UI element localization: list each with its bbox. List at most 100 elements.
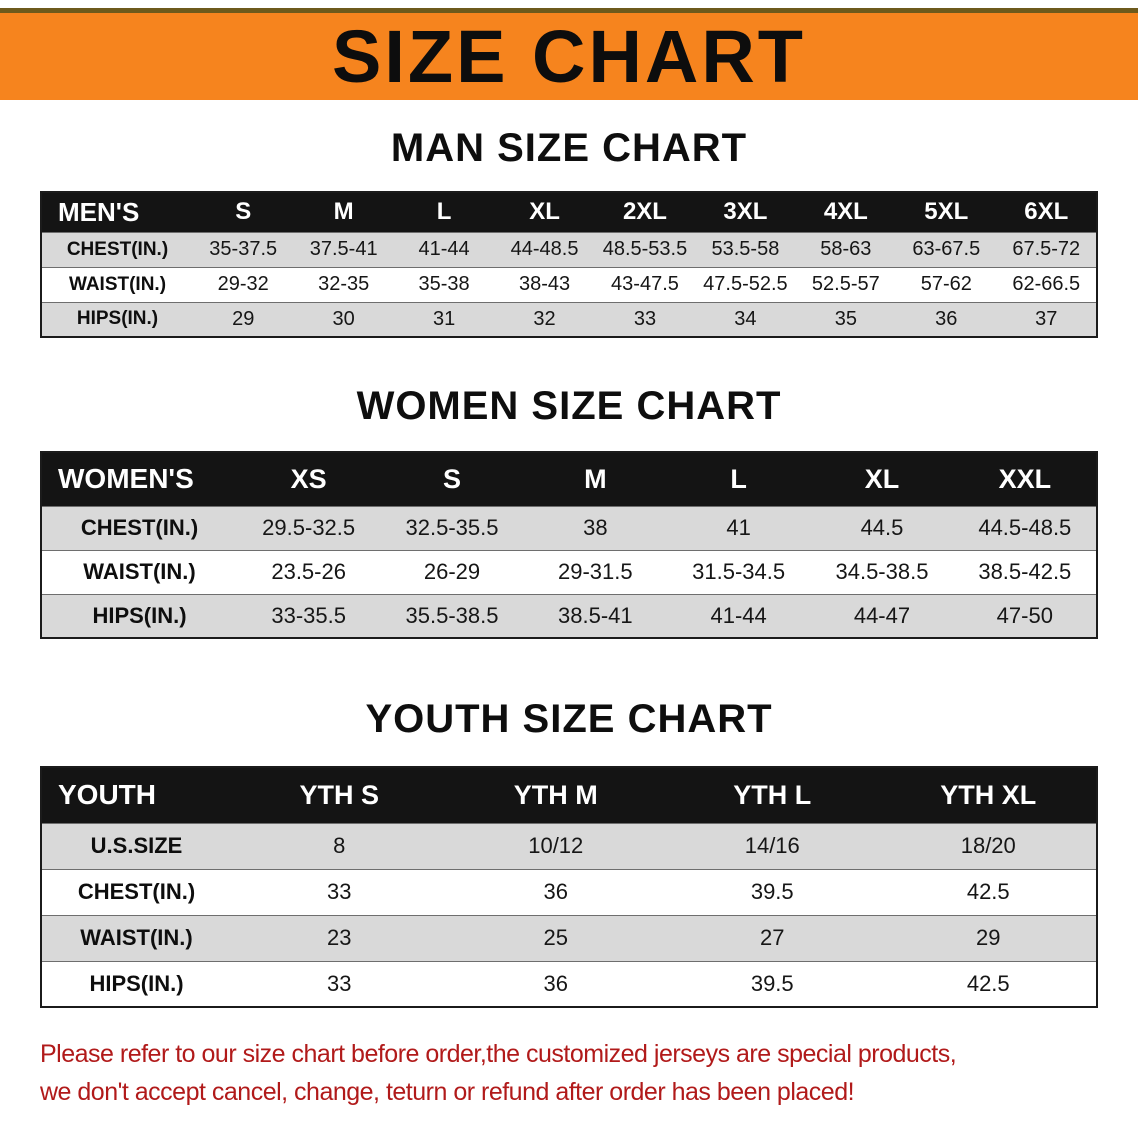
size-value-cell: 31.5-34.5 xyxy=(692,559,786,584)
column-header-cell: L xyxy=(666,452,811,506)
column-header-cell: S xyxy=(193,192,294,232)
size-value-cell: 25 xyxy=(543,925,568,950)
table-row: WAIST(IN.) 23.5-26 26-29 29-31.5 31.5-34.5 34… xyxy=(41,550,1097,594)
size-value-cell: 23.5-26 xyxy=(271,559,346,584)
column-header-cell: L xyxy=(393,192,495,232)
table-row: HIPS(IN.) 33-35.5 35.5-38.5 38.5-41 41-44 44-… xyxy=(41,594,1097,638)
size-value-cell: 33 xyxy=(633,307,657,330)
disclaimer-note: Please refer to our size chart before or… xyxy=(40,1036,1138,1111)
size-value-cell: 29 xyxy=(232,307,255,330)
size-value-cell: 53.5-58 xyxy=(711,238,780,260)
column-header-cell: YTH M xyxy=(447,767,664,823)
size-value-cell: 27 xyxy=(760,925,785,950)
disclaimer-line-1: Please refer to our size chart before or… xyxy=(40,1040,957,1068)
size-value-cell: 39.5 xyxy=(750,970,794,996)
size-value-cell: 47-50 xyxy=(996,602,1053,628)
size-value-cell: 32-35 xyxy=(318,273,370,295)
size-value-cell: 8 xyxy=(333,833,346,858)
table-row: CHEST(IN.) 33 36 39.5 42.5 xyxy=(41,869,1097,915)
size-value-cell: 41-44 xyxy=(710,602,767,628)
table-row: CHEST(IN.) 29.5-32.5 32.5-35.5 38 41 44.5 44.5… xyxy=(41,506,1097,550)
size-value-cell: 30 xyxy=(332,307,355,330)
column-header-cell: 4XL xyxy=(795,192,897,232)
size-value-cell: 37 xyxy=(1035,307,1058,330)
table-title-cell: YOUTH xyxy=(41,767,231,823)
size-value-cell: 33-35.5 xyxy=(271,602,346,628)
column-header-cell: YTH S xyxy=(231,767,448,823)
youth-size-table: YOUTH YTH S YTH M YTH L YTH XL U.S.SIZE 8 10/12… xyxy=(40,766,1098,1008)
size-value-cell: 34.5-38.5 xyxy=(835,559,929,584)
row-label-cell: HIPS(IN.) xyxy=(76,308,159,330)
size-value-cell: 33 xyxy=(327,970,352,996)
size-value-cell: 36 xyxy=(543,879,568,904)
size-value-cell: 14/16 xyxy=(744,833,800,858)
size-value-cell: 39.5 xyxy=(750,879,794,904)
column-header-cell: M xyxy=(293,192,394,232)
size-value-cell: 37.5-41 xyxy=(309,238,378,260)
row-label-cell: WAIST(IN.) xyxy=(68,273,167,295)
size-value-cell: 33 xyxy=(327,879,352,904)
table-row: WAIST(IN.) 29-32 32-35 35-38 38-43 43-47.5 47.… xyxy=(41,267,1097,302)
column-header-cell: XL xyxy=(494,192,595,232)
size-value-cell: 62-66.5 xyxy=(1012,273,1081,295)
table-title-cell: MEN'S xyxy=(41,192,193,232)
size-value-cell: 35-38 xyxy=(418,273,470,295)
size-value-cell: 32 xyxy=(533,307,556,330)
row-label-cell: WAIST(IN.) xyxy=(83,559,196,584)
row-label-cell: CHEST(IN.) xyxy=(77,879,196,904)
size-value-cell: 44-47 xyxy=(853,602,911,628)
size-value-cell: 29-32 xyxy=(217,273,269,295)
size-value-cell: 41-44 xyxy=(418,238,470,260)
row-label-cell: HIPS(IN.) xyxy=(92,602,187,628)
size-value-cell: 34 xyxy=(734,307,757,330)
table-row: CHEST(IN.) 35-37.5 37.5-41 41-44 44-48.5 48.5… xyxy=(41,232,1097,267)
column-header-cell: M xyxy=(523,452,667,506)
size-value-cell: 38 xyxy=(583,515,608,540)
column-header-cell: YTH L xyxy=(664,767,881,823)
size-value-cell: 38.5-41 xyxy=(558,602,633,628)
men-size-chart-section: MAN SIZE CHART MEN'S S M L XL 2XL 3XL 4XL 5XL 6XL… xyxy=(0,126,1138,338)
size-value-cell: 23 xyxy=(327,925,352,950)
table-title-cell: WOMEN'S xyxy=(41,452,237,506)
size-value-cell: 35.5-38.5 xyxy=(405,602,499,628)
size-value-cell: 29-31.5 xyxy=(558,559,633,584)
size-value-cell: 43-47.5 xyxy=(611,273,679,295)
men-size-table: MEN'S S M L XL 2XL 3XL 4XL 5XL 6XL CHEST(IN.) 35-37… xyxy=(40,191,1098,338)
size-value-cell: 26-29 xyxy=(423,559,481,584)
women-chart-heading: WOMEN SIZE CHART xyxy=(356,384,782,428)
column-header-cell: XXL xyxy=(953,452,1097,506)
column-header-cell: 3XL xyxy=(695,192,796,232)
table-header-row: YOUTH YTH S YTH M YTH L YTH XL xyxy=(41,767,1097,823)
size-value-cell: 63-67.5 xyxy=(912,238,981,260)
youth-chart-heading: YOUTH SIZE CHART xyxy=(365,697,773,741)
size-value-cell: 42.5 xyxy=(966,879,1010,904)
table-row: U.S.SIZE 8 10/12 14/16 18/20 xyxy=(41,823,1097,869)
table-row: HIPS(IN.) 33 36 39.5 42.5 xyxy=(41,961,1097,1007)
size-value-cell: 29.5-32.5 xyxy=(262,515,356,540)
size-value-cell: 42.5 xyxy=(966,970,1010,996)
column-header-cell: XS xyxy=(237,452,381,506)
size-value-cell: 58-63 xyxy=(820,238,872,260)
table-row: WAIST(IN.) 23 25 27 29 xyxy=(41,915,1097,961)
row-label-cell: HIPS(IN.) xyxy=(89,970,184,996)
size-value-cell: 57-62 xyxy=(920,273,972,295)
size-value-cell: 10/12 xyxy=(528,833,584,858)
size-value-cell: 52.5-57 xyxy=(811,273,880,295)
row-label-cell: U.S.SIZE xyxy=(90,833,183,858)
size-value-cell: 31 xyxy=(432,307,456,330)
size-value-cell: 47.5-52.5 xyxy=(703,273,788,295)
size-value-cell: 48.5-53.5 xyxy=(602,238,688,260)
table-header-row: WOMEN'S XS S M L XL XXL xyxy=(41,452,1097,506)
column-header-cell: 2XL xyxy=(594,192,696,232)
size-value-cell: 29 xyxy=(976,925,1001,950)
column-header-cell: S xyxy=(380,452,524,506)
size-value-cell: 36 xyxy=(543,970,568,996)
size-value-cell: 44-48.5 xyxy=(510,238,579,260)
youth-size-chart-section: YOUTH SIZE CHART YOUTH YTH S YTH M YTH L YTH… xyxy=(0,697,1138,1008)
women-size-table: WOMEN'S XS S M L XL XXL CHEST(IN.) 29.5-32.5 32.5… xyxy=(40,451,1098,639)
size-value-cell: 18/20 xyxy=(960,833,1016,858)
size-value-cell: 38-43 xyxy=(518,273,571,295)
column-header-cell: XL xyxy=(810,452,954,506)
row-label-cell: CHEST(IN.) xyxy=(66,238,169,260)
column-header-cell: 5XL xyxy=(896,192,997,232)
